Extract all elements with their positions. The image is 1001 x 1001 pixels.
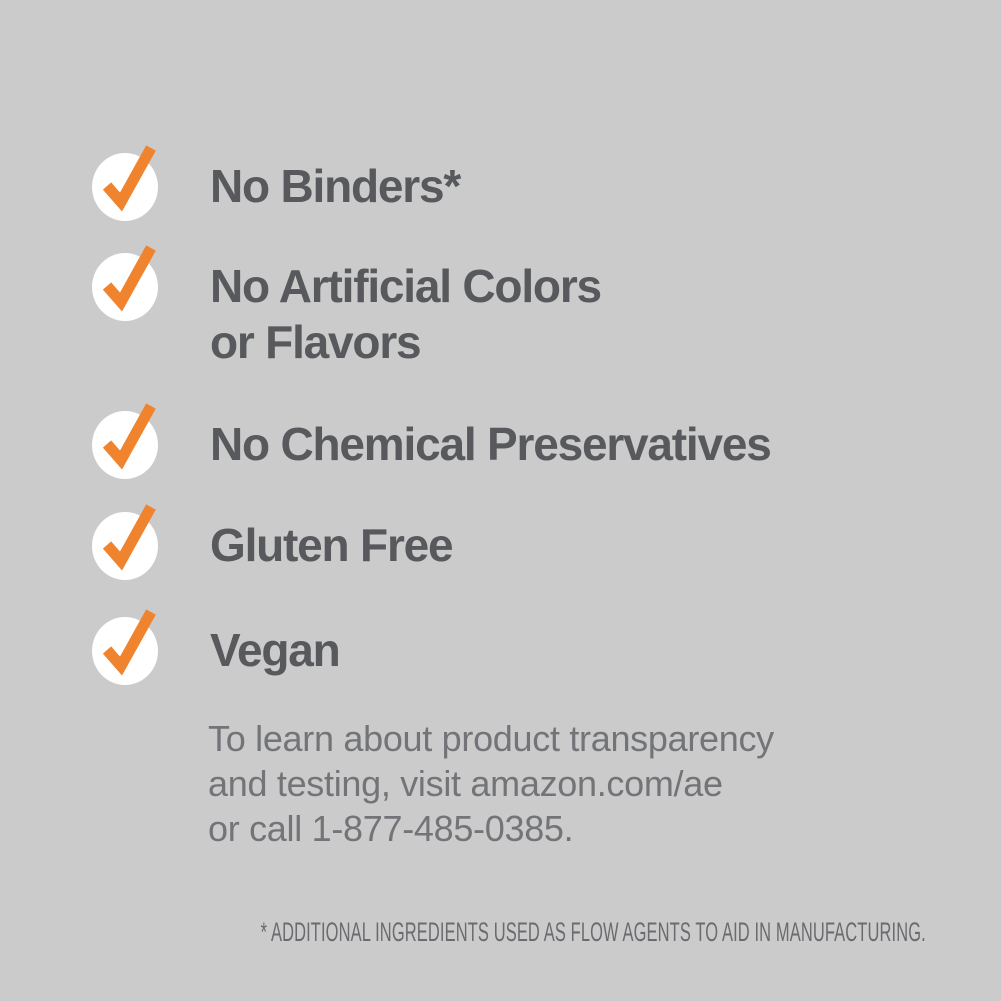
checkmark-icon [92, 403, 158, 479]
feature-label: No Chemical Preservatives [210, 418, 772, 470]
checkmark-icon [92, 145, 158, 221]
manufacturing-footnote: * ADDITIONAL INGREDIENTS USED AS FLOW AG… [260, 917, 926, 947]
transparency-note: To learn about product transparency and … [208, 718, 774, 849]
feature-row-no-chemical-preservatives: No Chemical Preservatives [92, 403, 772, 479]
feature-label: Vegan [210, 624, 341, 676]
feature-row-no-artificial-colors-or-flavors: No Artificial Colors or Flavors [92, 245, 602, 370]
checkmark-icon [92, 504, 158, 580]
feature-label: No Artificial Colors or Flavors [210, 260, 602, 368]
feature-label: No Binders* [210, 160, 461, 212]
feature-row-vegan: Vegan [92, 609, 341, 685]
feature-label: Gluten Free [210, 519, 454, 571]
checkmark-icon [92, 245, 158, 321]
feature-row-gluten-free: Gluten Free [92, 504, 454, 580]
footnote-container: * ADDITIONAL INGREDIENTS USED AS FLOW AG… [48, 917, 1000, 948]
checkmark-icon [92, 609, 158, 685]
feature-row-no-binders: No Binders* [92, 145, 461, 221]
